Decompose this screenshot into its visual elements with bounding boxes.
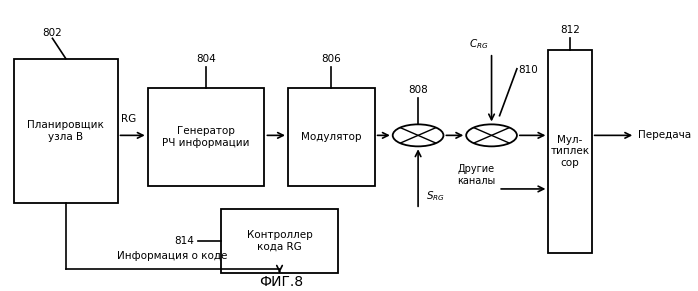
Text: Передача: Передача bbox=[639, 130, 692, 140]
Text: ФИГ.8: ФИГ.8 bbox=[259, 275, 303, 289]
Text: 812: 812 bbox=[560, 25, 580, 36]
Text: Модулятор: Модулятор bbox=[301, 132, 362, 142]
FancyBboxPatch shape bbox=[549, 50, 592, 253]
Text: 814: 814 bbox=[174, 236, 194, 246]
FancyBboxPatch shape bbox=[221, 209, 338, 273]
FancyBboxPatch shape bbox=[147, 88, 265, 186]
Circle shape bbox=[466, 124, 517, 146]
FancyBboxPatch shape bbox=[14, 58, 117, 203]
Text: Контроллер
кода RG: Контроллер кода RG bbox=[246, 230, 313, 252]
Text: RG: RG bbox=[121, 114, 136, 124]
Text: Другие
каналы: Другие каналы bbox=[456, 164, 495, 186]
Text: 804: 804 bbox=[196, 54, 216, 64]
Text: Планировщик
узла В: Планировщик узла В bbox=[27, 120, 104, 142]
Text: 810: 810 bbox=[518, 65, 538, 75]
Text: Информация о коде: Информация о коде bbox=[117, 251, 228, 261]
Text: 802: 802 bbox=[43, 28, 62, 38]
Text: 806: 806 bbox=[321, 54, 341, 64]
Text: Мул-
типлек
сор: Мул- типлек сор bbox=[551, 135, 590, 168]
FancyBboxPatch shape bbox=[288, 88, 375, 186]
Text: 808: 808 bbox=[408, 85, 428, 95]
Text: Генератор
РЧ информации: Генератор РЧ информации bbox=[163, 126, 250, 148]
Circle shape bbox=[393, 124, 443, 146]
Text: $S_{RG}$: $S_{RG}$ bbox=[426, 190, 445, 203]
Text: $C_{RG}$: $C_{RG}$ bbox=[468, 38, 488, 52]
